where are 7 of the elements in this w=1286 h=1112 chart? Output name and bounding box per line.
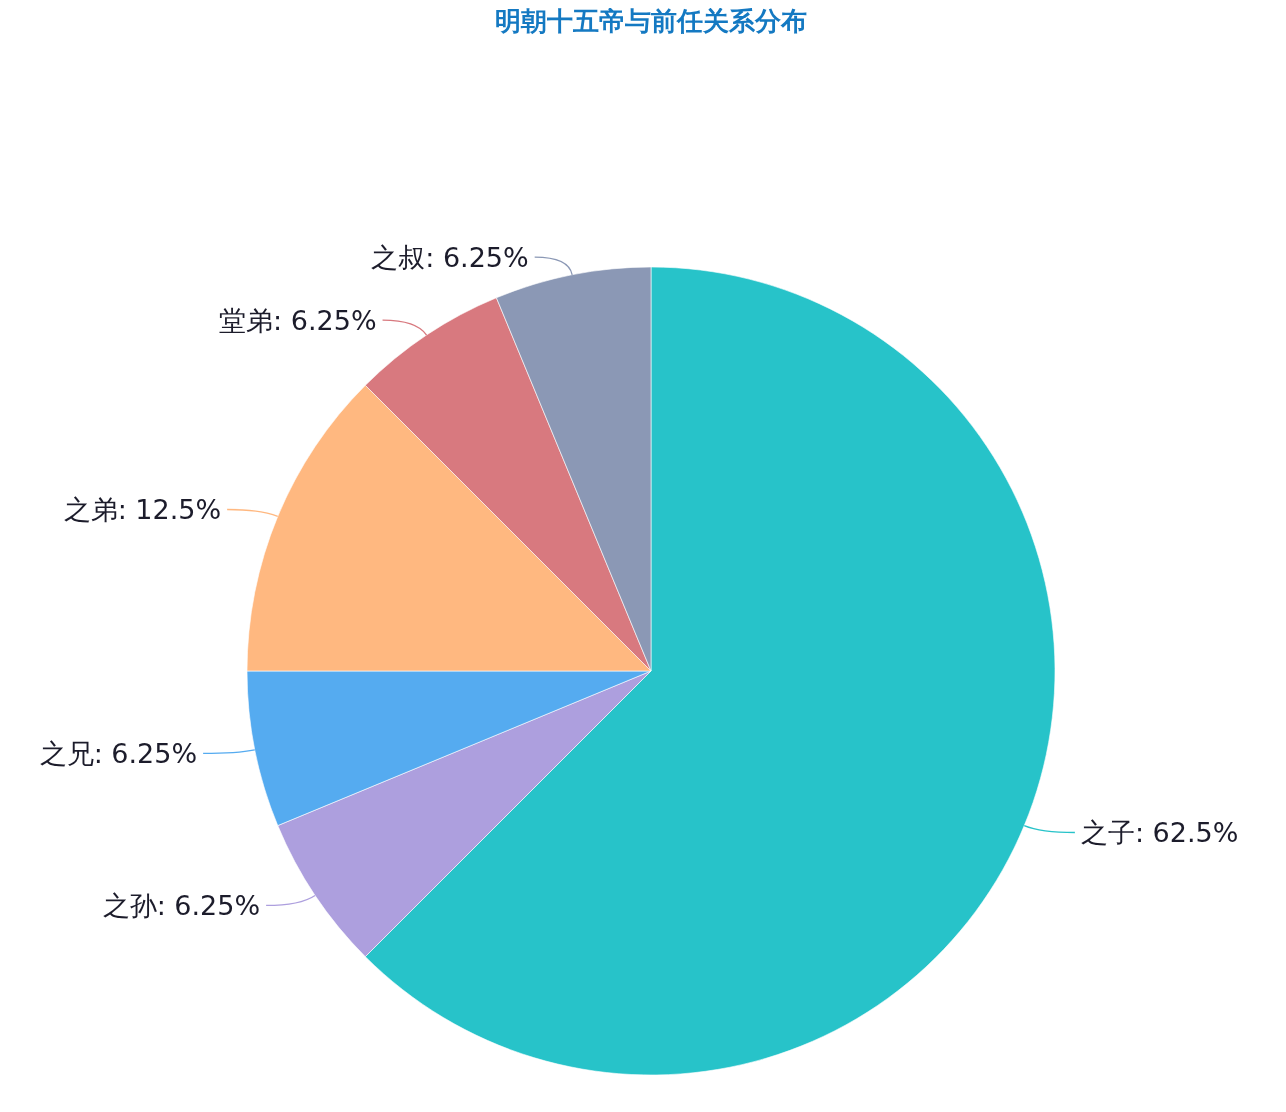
chart-title: 明朝十五帝与前任关系分布: [495, 6, 807, 36]
slice-label: 堂弟: 6.25%: [219, 304, 377, 336]
slice-label: 之叔: 6.25%: [371, 241, 529, 273]
slice-label: 之子: 62.5%: [1080, 816, 1239, 848]
slice-label: 之兄: 6.25%: [39, 737, 198, 769]
slice-label: 之孙: 6.25%: [102, 889, 261, 921]
slice-label: 之弟: 12.5%: [63, 493, 222, 525]
